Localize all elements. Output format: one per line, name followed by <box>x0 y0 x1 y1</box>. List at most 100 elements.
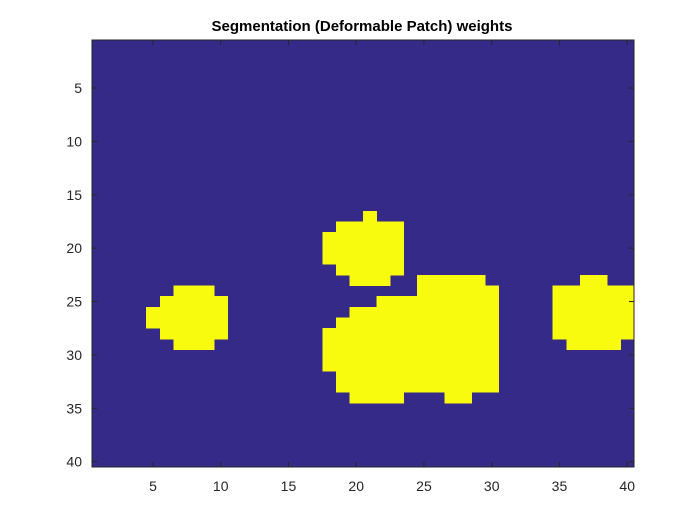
heatmap-cell <box>376 360 391 372</box>
heatmap-cell <box>430 285 445 297</box>
heatmap-cell <box>444 338 459 350</box>
heatmap-cell <box>457 381 472 393</box>
x-tick-label: 10 <box>213 478 229 494</box>
heatmap-cell <box>593 274 608 286</box>
heatmap-cell <box>593 328 608 340</box>
chart-title: Segmentation (Deformable Patch) weights <box>212 18 513 35</box>
heatmap-cell <box>376 221 391 233</box>
heatmap-cell <box>335 370 350 383</box>
heatmap-cell <box>322 328 337 340</box>
heatmap-cell <box>200 285 215 297</box>
heatmap-cell <box>552 317 567 329</box>
heatmap-cell <box>566 338 581 350</box>
heatmap-cell <box>620 285 635 297</box>
heatmap-cell <box>186 306 201 318</box>
heatmap-cell <box>390 242 405 254</box>
heatmap-cell <box>552 296 567 308</box>
heatmap-cell <box>376 338 391 350</box>
heatmap-cell <box>363 338 377 350</box>
heatmap-cell <box>444 285 459 297</box>
heatmap-cell <box>376 296 391 308</box>
heatmap-cell <box>349 274 364 286</box>
heatmap-cell <box>390 392 405 404</box>
heatmap-cell <box>620 296 635 308</box>
heatmap-cell <box>471 306 486 318</box>
heatmap-cell <box>390 317 405 329</box>
heatmap-cell <box>566 296 581 308</box>
heatmap-cell <box>593 306 608 318</box>
heatmap-cell <box>471 317 486 329</box>
heatmap-cell <box>390 232 405 244</box>
heatmap-cell <box>417 381 432 393</box>
heatmap-cell <box>484 338 499 350</box>
heatmap-cell <box>606 328 621 340</box>
heatmap-cell <box>376 328 391 340</box>
heatmap-cell <box>335 328 350 340</box>
heatmap-cell <box>457 274 472 286</box>
axes-box <box>91 39 635 468</box>
heatmap-cell <box>403 370 418 383</box>
heatmap-cell <box>457 338 472 350</box>
heatmap-cell <box>349 338 364 350</box>
heatmap-cell <box>457 296 472 308</box>
heatmap-cell <box>335 338 350 350</box>
heatmap-cell <box>200 338 215 350</box>
heatmap-cell <box>146 306 161 318</box>
heatmap-cell <box>417 370 432 383</box>
heatmap-cell <box>146 317 161 329</box>
heatmap-cell <box>213 296 228 308</box>
heatmap-cell <box>363 232 377 244</box>
heatmap-cell <box>417 328 432 340</box>
heatmap-cell <box>457 285 472 297</box>
heatmap-cell <box>363 349 377 361</box>
heatmap-cell <box>430 317 445 329</box>
heatmap-cell <box>444 392 459 404</box>
heatmap-cell <box>376 392 391 404</box>
y-tick-label: 30 <box>66 347 82 363</box>
heatmap-cell <box>484 306 499 318</box>
heatmap-cell <box>173 338 188 350</box>
heatmap-cell <box>552 285 567 297</box>
heatmap-cell <box>335 381 350 393</box>
heatmap-cell <box>335 317 350 329</box>
heatmap-cell <box>593 317 608 329</box>
heatmap-cell <box>430 296 445 308</box>
x-tick-label: 40 <box>619 478 635 494</box>
heatmap-cell <box>579 274 594 286</box>
heatmap-cell <box>363 210 377 222</box>
heatmap-cell <box>417 338 432 350</box>
heatmap-cell <box>606 285 621 297</box>
heatmap-cell <box>417 274 432 286</box>
heatmap-cell <box>376 317 391 329</box>
x-tick-label: 25 <box>416 478 432 494</box>
heatmap-cell <box>552 328 567 340</box>
heatmap-cell <box>579 306 594 318</box>
heatmap-cell <box>390 338 405 350</box>
heatmap-cell <box>471 285 486 297</box>
heatmap-cell <box>213 328 228 340</box>
heatmap-cell <box>349 328 364 340</box>
heatmap-cell <box>390 360 405 372</box>
heatmap-cell <box>606 306 621 318</box>
heatmap-cell <box>349 370 364 383</box>
heatmap-cell <box>430 274 445 286</box>
heatmap-cell <box>159 296 174 308</box>
heatmap-cell <box>213 317 228 329</box>
y-tick-label: 35 <box>66 400 82 416</box>
heatmap-cell <box>606 317 621 329</box>
heatmap-cell <box>484 285 499 297</box>
heatmap-cell <box>173 317 188 329</box>
y-tick-label: 20 <box>66 240 82 256</box>
heatmap-cell <box>430 370 445 383</box>
heatmap-cell <box>349 264 364 276</box>
heatmap-cell <box>363 253 377 265</box>
heatmap-cell <box>593 338 608 350</box>
heatmap-cell <box>484 317 499 329</box>
heatmap-cell <box>620 317 635 329</box>
y-tick-label: 5 <box>74 80 82 96</box>
y-tick-label: 25 <box>66 294 82 310</box>
heatmap-cell <box>430 381 445 393</box>
x-tick-label: 20 <box>348 478 364 494</box>
heatmap-cell <box>471 381 486 393</box>
